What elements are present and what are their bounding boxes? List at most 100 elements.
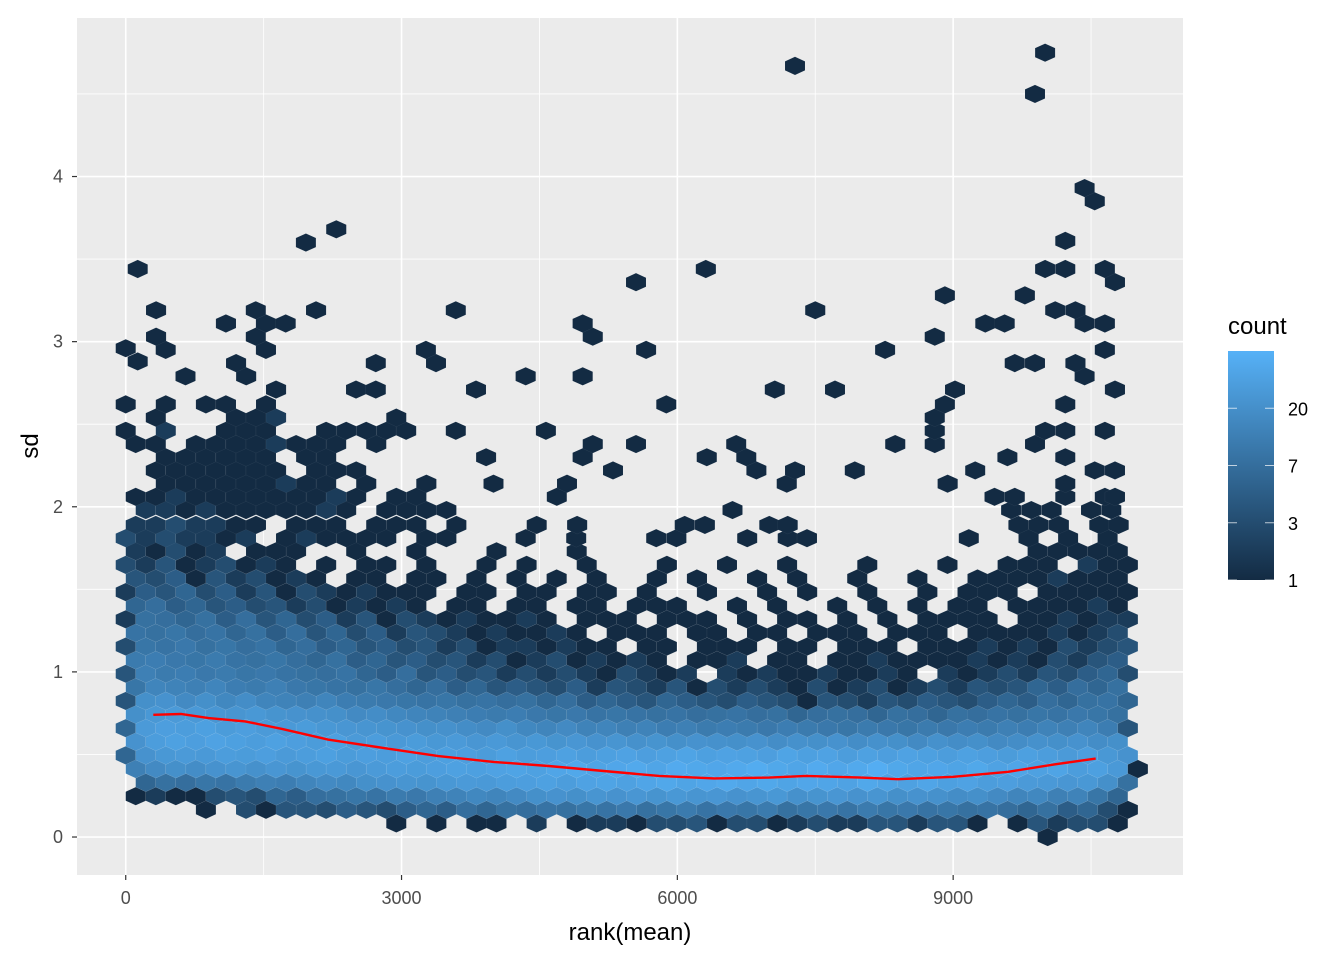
- hex-bin: [645, 528, 667, 548]
- hex-bin: [245, 300, 267, 320]
- hex-bin: [656, 555, 678, 575]
- hex-bin: [694, 515, 716, 535]
- hex-bin: [416, 474, 437, 493]
- hex-bin: [1055, 421, 1076, 441]
- hex-bin: [696, 447, 718, 467]
- hex-bin: [857, 555, 878, 575]
- hex-bin: [1084, 461, 1106, 480]
- hex-bin: [1024, 84, 1046, 104]
- hex-bin: [215, 395, 237, 414]
- hex-bin: [784, 461, 806, 480]
- hex-bin: [406, 515, 427, 535]
- hex-bin: [764, 380, 786, 399]
- hex-bin: [937, 474, 958, 493]
- hex-bin: [483, 474, 504, 493]
- hex-bin: [566, 515, 588, 535]
- hex-bin: [1104, 380, 1126, 399]
- hex-bin: [1034, 259, 1056, 279]
- hex-bin: [907, 569, 928, 588]
- hex-bin: [1034, 43, 1056, 62]
- hex-bin: [696, 609, 718, 629]
- hex-bin: [305, 300, 327, 320]
- hex-bin: [635, 340, 657, 360]
- x-tick-label: 3000: [382, 888, 422, 908]
- hex-bin: [516, 555, 537, 575]
- hex-bin: [746, 569, 768, 588]
- x-tick-label: 9000: [933, 888, 973, 908]
- hex-bin: [1028, 515, 1049, 535]
- hex-bin: [777, 515, 798, 535]
- hex-bin: [1024, 353, 1046, 373]
- hex-bin: [1065, 353, 1086, 373]
- hex-bin: [1101, 500, 1122, 520]
- hex-bin: [1080, 500, 1102, 520]
- hex-bin: [824, 380, 846, 399]
- hex-bin: [556, 474, 578, 493]
- hex-bin: [784, 56, 806, 76]
- hex-bin: [1094, 314, 1116, 333]
- legend-label: 7: [1288, 457, 1298, 477]
- hex-bin: [515, 528, 536, 548]
- hex-bin: [1021, 500, 1042, 520]
- hex-bin: [446, 515, 467, 535]
- hex-bin: [994, 314, 1015, 333]
- hex-bin: [526, 515, 547, 535]
- hex-bin: [625, 434, 647, 454]
- legend: count 1 3 7 20: [1228, 313, 1308, 591]
- hex-bin: [127, 352, 148, 371]
- hex-bin: [1000, 500, 1022, 520]
- hex-bin: [127, 259, 148, 279]
- hex-bin: [934, 286, 956, 305]
- hex-bin: [776, 555, 798, 575]
- hex-bin: [145, 327, 167, 347]
- hex-bin: [1055, 231, 1076, 251]
- hex-bin: [1034, 421, 1056, 441]
- legend-ticks: 1 3 7 20: [1228, 399, 1308, 591]
- hex-bin: [1044, 300, 1066, 320]
- hex-bin: [572, 367, 593, 386]
- hex-bin: [1108, 515, 1129, 535]
- hex-bin: [796, 528, 818, 548]
- hex-bin: [958, 528, 980, 548]
- hex-bin: [924, 327, 946, 347]
- y-tick-label: 4: [53, 167, 63, 187]
- hex-bin: [937, 555, 958, 575]
- x-tick-label: 0: [121, 888, 131, 908]
- hex-bin: [725, 434, 747, 454]
- hex-bin: [625, 272, 647, 292]
- y-axis-title: sd: [17, 433, 44, 458]
- hex-bin: [874, 340, 896, 360]
- hex-bin: [115, 421, 136, 441]
- hex-bin: [602, 461, 624, 480]
- hex-bin: [175, 367, 196, 386]
- hex-bin: [566, 541, 587, 561]
- hex-bin: [826, 596, 848, 616]
- hex-bin: [275, 314, 296, 333]
- hex-bin: [726, 596, 748, 616]
- hex-bin: [265, 380, 287, 399]
- hex-bin: [1055, 474, 1076, 493]
- hex-bin: [1004, 353, 1026, 373]
- hex-bin: [666, 528, 687, 548]
- hex-bin: [1055, 395, 1076, 414]
- hex-bin: [1104, 461, 1126, 480]
- hex-bin: [115, 395, 136, 414]
- hex-bin: [215, 314, 237, 333]
- hex-bin: [582, 434, 604, 454]
- hex-bin: [115, 338, 136, 358]
- legend-label: 1: [1288, 571, 1298, 591]
- hex-bin: [716, 555, 738, 575]
- hex-bin: [796, 609, 818, 629]
- trend-line: [153, 712, 1096, 781]
- hex-bin: [1074, 178, 1095, 198]
- y-tick-label: 2: [53, 497, 63, 517]
- hex-bin: [345, 461, 367, 480]
- hex-bin: [225, 353, 247, 373]
- hex-bin: [997, 447, 1018, 467]
- hex-bin: [445, 421, 467, 441]
- hex-bin: [546, 569, 567, 588]
- legend-label: 20: [1288, 399, 1308, 419]
- hex-bin: [325, 515, 347, 535]
- hex-bin: [695, 259, 717, 279]
